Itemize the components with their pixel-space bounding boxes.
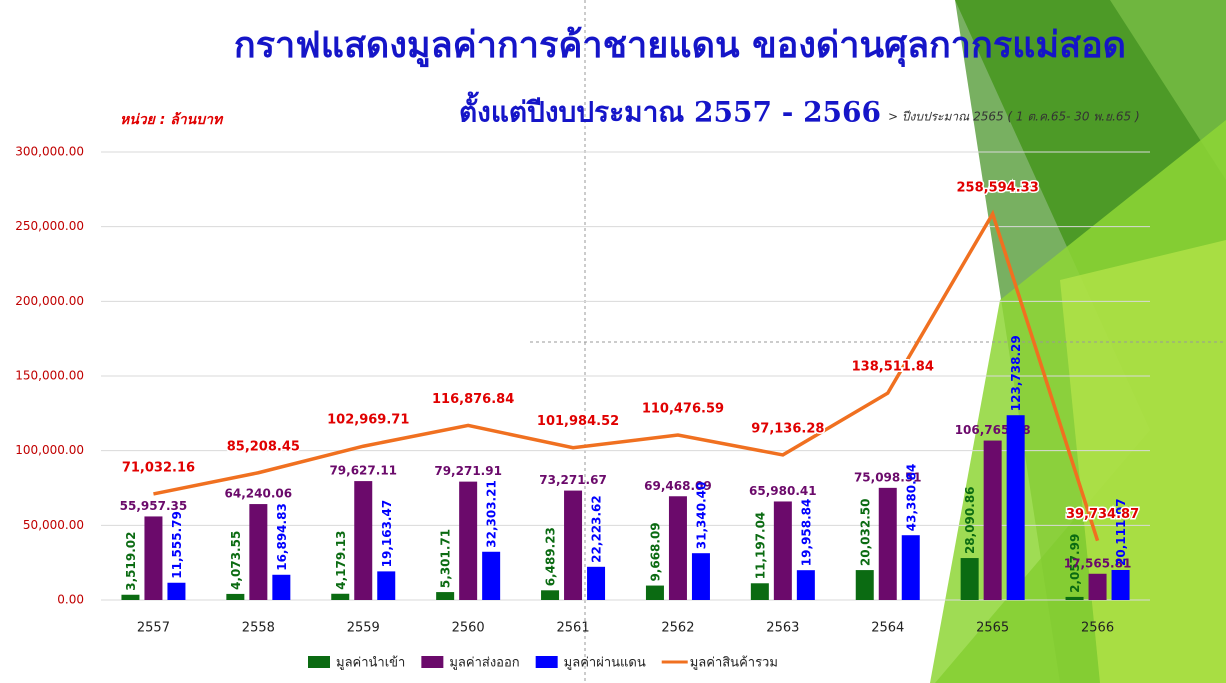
chart: กราฟแสดงมูลค่าการค้าชายแดน ของด่านศุลกาก… <box>0 0 1226 683</box>
data-label: 20,032.50 <box>858 499 872 567</box>
y-tick-label: 0.00 <box>57 593 84 607</box>
legend-swatch <box>536 656 558 668</box>
legend-label: มูลค่านำเข้า <box>336 656 405 671</box>
x-tick-label: 2565 <box>976 621 1009 636</box>
bar <box>1066 597 1084 600</box>
bar <box>354 481 372 600</box>
y-tick-label: 50,000.00 <box>23 518 84 532</box>
data-label: 101,984.52 <box>537 414 619 429</box>
data-label: 19,958.84 <box>799 499 813 567</box>
data-label: 65,980.41 <box>749 484 817 498</box>
data-label: 3,519.02 <box>124 532 138 591</box>
bar <box>961 558 979 600</box>
line <box>153 214 1097 541</box>
data-label: 110,476.59 <box>642 402 724 417</box>
data-label: 22,223.62 <box>590 495 604 563</box>
data-label: 71,032.16 <box>122 460 195 475</box>
bar <box>1007 415 1025 600</box>
data-label: 43,380.84 <box>904 464 918 532</box>
legend-swatch <box>308 656 330 668</box>
bar <box>226 594 244 600</box>
x-tick-label: 2563 <box>766 621 799 636</box>
data-label: 258,594.33 <box>957 180 1039 195</box>
y-tick-label: 250,000.00 <box>15 219 84 233</box>
data-label: 79,271.91 <box>434 464 502 478</box>
data-label: 16,894.83 <box>275 503 289 571</box>
x-tick-label: 2561 <box>557 621 590 636</box>
bar <box>797 570 815 600</box>
data-label: 4,073.55 <box>229 531 243 590</box>
bar <box>1089 574 1107 600</box>
bar <box>436 592 454 600</box>
bar <box>879 488 897 600</box>
data-label: 4,179.13 <box>334 531 348 590</box>
chart-title: กราฟแสดงมูลค่าการค้าชายแดน ของด่านศุลกาก… <box>234 24 1126 68</box>
data-label: 5,301.71 <box>439 529 453 588</box>
data-label: 79,627.11 <box>329 464 397 478</box>
bar <box>272 575 290 600</box>
bar <box>564 491 582 600</box>
data-label: 28,090.86 <box>963 486 977 554</box>
data-label: 32,303.21 <box>485 480 499 548</box>
bar <box>751 583 769 600</box>
x-tick-label: 2562 <box>661 621 694 636</box>
bar <box>856 570 874 600</box>
bar <box>249 504 267 600</box>
bar <box>646 586 664 600</box>
data-label: 11,197.04 <box>753 512 767 580</box>
legend-label: มูลค่าสินค้ารวม <box>690 656 778 671</box>
x-tick-label: 2560 <box>452 621 485 636</box>
bar <box>984 441 1002 600</box>
bar <box>482 552 500 600</box>
bar <box>541 590 559 600</box>
x-tick-label: 2558 <box>242 621 275 636</box>
y-tick-label: 150,000.00 <box>15 369 84 383</box>
bar <box>774 501 792 600</box>
data-label: 138,511.84 <box>852 360 934 375</box>
data-label: 123,738.29 <box>1009 335 1023 411</box>
data-label: 11,555.79 <box>170 511 184 579</box>
legend-swatch <box>421 656 443 668</box>
x-tick-label: 2557 <box>137 621 170 636</box>
bar <box>1112 570 1130 600</box>
chart-subtitle: ตั้งแต่ปีงบประมาณ 2557 - 2566 <box>459 91 881 129</box>
data-label: 64,240.06 <box>225 487 293 501</box>
data-label: 31,340.40 <box>694 482 708 550</box>
data-label: 102,969.71 <box>327 413 409 428</box>
legend-label: มูลค่าผ่านแดน <box>564 656 646 671</box>
bar <box>167 583 185 600</box>
y-tick-label: 300,000.00 <box>15 145 84 159</box>
data-label: 116,876.84 <box>432 392 514 407</box>
data-label: 39,734.87 <box>1066 507 1139 522</box>
bar <box>669 496 687 600</box>
data-label: 9,668.09 <box>648 522 662 581</box>
y-tick-label: 100,000.00 <box>15 443 84 457</box>
bar <box>144 516 162 600</box>
bar <box>377 571 395 600</box>
x-tick-label: 2564 <box>871 621 904 636</box>
data-label: 85,208.45 <box>227 439 300 454</box>
x-tick-label: 2559 <box>347 621 380 636</box>
data-label: 55,957.35 <box>120 499 188 513</box>
bar <box>121 595 139 600</box>
legend-label: มูลค่าส่งออก <box>449 656 519 671</box>
data-label: 73,271.67 <box>539 473 607 487</box>
bar <box>331 594 349 600</box>
note: > ปีงบประมาณ 2565 ( 1 ต.ค.65- 30 พ.ย.65 … <box>888 110 1140 124</box>
data-label: 6,489.23 <box>544 527 558 586</box>
unit-label: หน่วย : ล้านบาท <box>120 112 224 128</box>
data-label: 97,136.28 <box>751 421 824 436</box>
data-label: 19,163.47 <box>380 500 394 568</box>
y-tick-label: 200,000.00 <box>15 294 84 308</box>
bar <box>587 567 605 600</box>
x-tick-label: 2566 <box>1081 621 1114 636</box>
bar <box>459 482 477 600</box>
bar <box>902 535 920 600</box>
bar <box>692 553 710 600</box>
